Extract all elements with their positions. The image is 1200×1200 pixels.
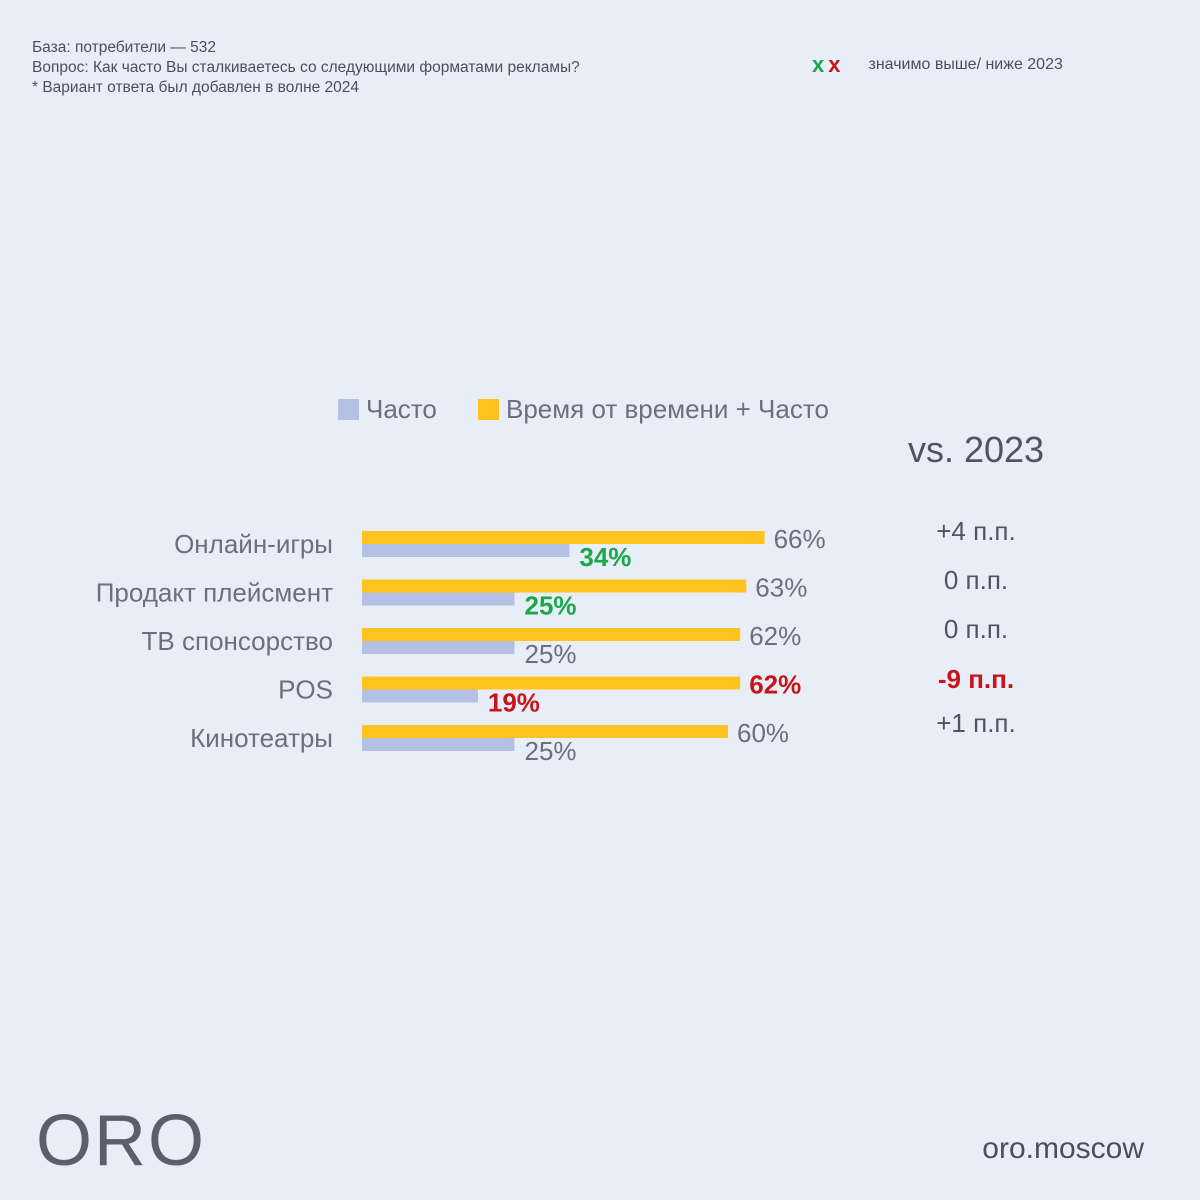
data-label-total: 63%: [755, 573, 807, 603]
comparison-value: 0 п.п.: [944, 614, 1008, 644]
question-note: Вопрос: Как часто Вы сталкиваетесь со сл…: [32, 59, 580, 76]
notes-block: База: потребители — 532 Вопрос: Как част…: [32, 38, 580, 98]
category-label: Кинотеатры: [190, 723, 333, 753]
comparison-value: 0 п.п.: [944, 565, 1008, 595]
legend-label-total: Время от времени + Часто: [506, 394, 829, 424]
category-label: Продакт плейсмент: [96, 578, 333, 608]
footnote: * Вариант ответа был добавлен в волне 20…: [32, 79, 360, 96]
comparison-value: +1 п.п.: [936, 708, 1015, 738]
data-label-often: 25%: [525, 639, 577, 669]
bar-often: [362, 641, 515, 654]
data-label-total: 60%: [737, 718, 789, 748]
significance-legend-text: значимо выше/ ниже 2023: [868, 56, 1063, 73]
bar-total: [362, 676, 741, 690]
bar-total: [362, 725, 728, 738]
bar-often: [362, 544, 570, 557]
site-link[interactable]: oro.moscow: [982, 1132, 1144, 1165]
bar-total: [362, 531, 765, 544]
significance-down-mark: x: [828, 52, 841, 77]
base-note: База: потребители — 532: [32, 39, 217, 56]
oro-logo: ORO: [36, 1101, 207, 1181]
category-label: POS: [278, 675, 333, 705]
data-label-often: 34%: [579, 542, 631, 572]
data-label-often: 25%: [525, 591, 577, 621]
data-label-often: 19%: [488, 688, 540, 718]
legend-swatch-often: [338, 399, 359, 420]
legend-label-often: Часто: [366, 394, 437, 424]
significance-legend: x x значимо выше/ ниже 2023: [812, 52, 1063, 78]
data-label-total: 62%: [749, 621, 801, 651]
bar-often: [362, 738, 515, 751]
data-label-total: 62%: [749, 670, 801, 700]
significance-up-mark: x: [812, 52, 825, 77]
category-label: ТВ спонсорство: [142, 626, 333, 656]
comparison-title: vs. 2023: [908, 429, 1044, 470]
bar-often: [362, 592, 515, 606]
bar-often: [362, 689, 478, 703]
bar-total: [362, 579, 747, 593]
data-label-total: 66%: [774, 524, 826, 554]
data-label-often: 25%: [525, 736, 577, 766]
comparison-value: -9 п.п.: [938, 664, 1014, 694]
bar-total: [362, 628, 741, 641]
legend-swatch-total: [478, 399, 499, 420]
category-label: Онлайн-игры: [174, 529, 333, 559]
comparison-value: +4 п.п.: [936, 516, 1015, 546]
